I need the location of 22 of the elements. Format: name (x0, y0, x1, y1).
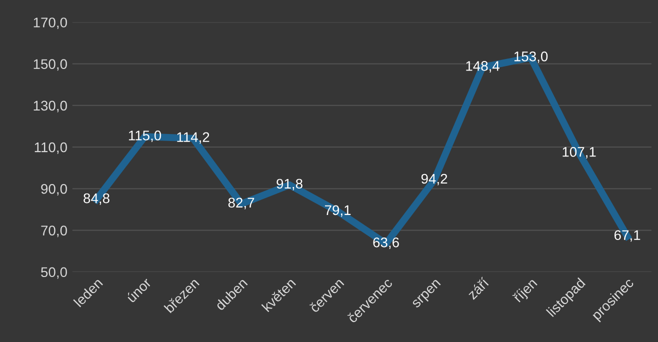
data-label: 148,4 (466, 61, 500, 73)
x-tick-label: únor (126, 276, 152, 303)
data-label: 79,1 (324, 205, 351, 217)
data-label: 107,1 (562, 146, 596, 158)
data-label: 115,0 (128, 130, 162, 142)
y-tick-label: 130,0 (34, 100, 67, 112)
data-label: 84,8 (84, 193, 110, 205)
y-tick-label: 150,0 (34, 59, 67, 71)
x-tick-label: září (466, 276, 490, 300)
data-label: 82,7 (228, 198, 254, 210)
data-label: 94,2 (421, 174, 448, 186)
y-tick-label: 70,0 (41, 226, 67, 238)
y-tick-label: 50,0 (41, 267, 67, 279)
data-label: 153,0 (514, 51, 548, 63)
data-label: 91,8 (276, 178, 302, 190)
data-label: 63,6 (373, 237, 399, 249)
y-tick-label: 110,0 (34, 142, 67, 154)
data-label: 67,1 (614, 230, 640, 242)
x-tick-label: říjen (512, 277, 540, 305)
y-tick-label: 170,0 (34, 18, 67, 30)
y-tick-label: 90,0 (41, 184, 67, 196)
data-label: 114,2 (177, 132, 210, 144)
